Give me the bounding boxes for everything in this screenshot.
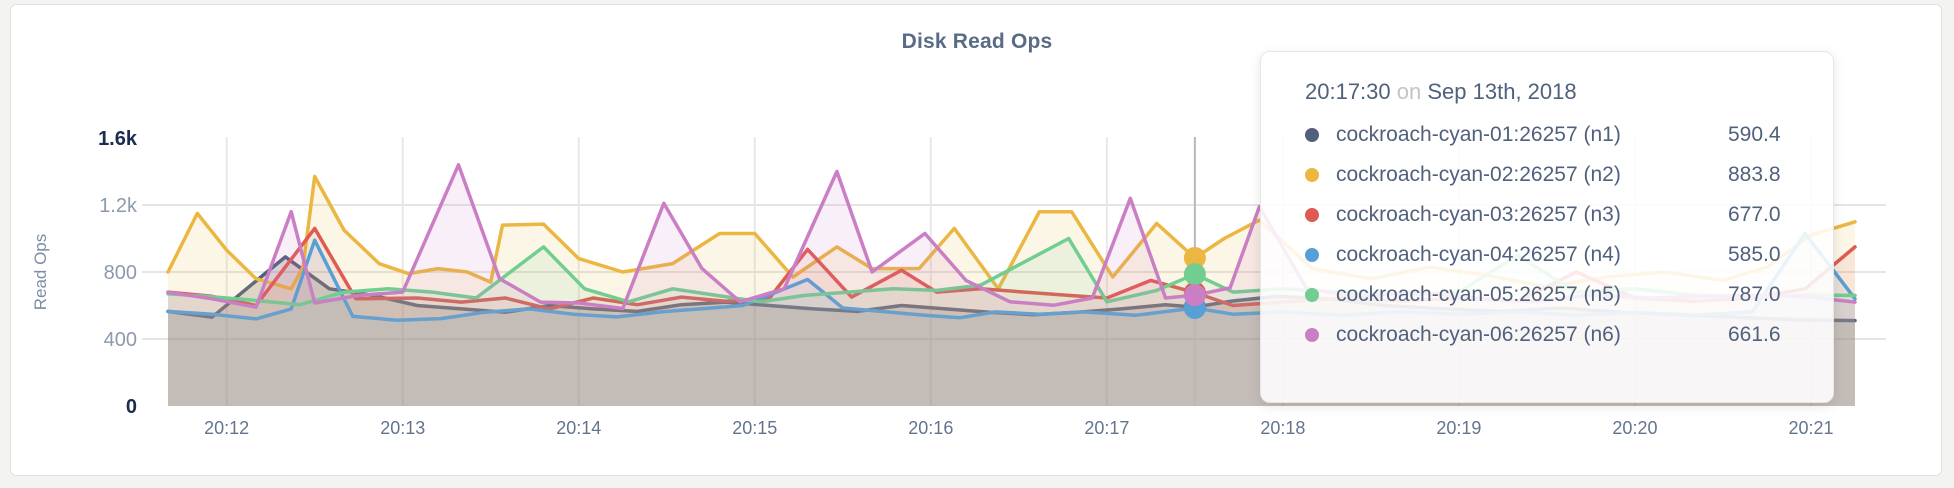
chart-tooltip: 20:17:30 on Sep 13th, 2018 cockroach-cya…	[1260, 51, 1834, 403]
tooltip-rows: cockroach-cyan-01:26257 (n1) 590.4 cockroa…	[1305, 115, 1809, 355]
x-tick-label: 20:21	[1788, 418, 1833, 438]
y-tick-label: 1.2k	[99, 195, 138, 217]
series-value: 883.8	[1728, 163, 1781, 186]
y-axis-title: Read Ops	[31, 234, 50, 311]
y-tick-label: 0	[126, 396, 137, 418]
series-value: 787.0	[1728, 283, 1781, 306]
hover-dot-n5	[1183, 263, 1206, 286]
series-value: 677.0	[1728, 203, 1781, 226]
tooltip-connector: on	[1396, 79, 1422, 104]
tooltip-row-n1: cockroach-cyan-01:26257 (n1) 590.4	[1305, 115, 1809, 155]
x-tick-label: 20:20	[1612, 418, 1657, 438]
series-name: cockroach-cyan-06:26257 (n6)	[1336, 323, 1621, 346]
tooltip-row-n2: cockroach-cyan-02:26257 (n2) 883.8	[1305, 155, 1809, 195]
tooltip-row-n6: cockroach-cyan-06:26257 (n6) 661.6	[1305, 315, 1809, 355]
x-tick-label: 20:13	[380, 418, 425, 438]
tooltip-time: 20:17:30	[1305, 79, 1391, 104]
series-name: cockroach-cyan-05:26257 (n5)	[1336, 283, 1621, 306]
tooltip-row-n4: cockroach-cyan-04:26257 (n4) 585.0	[1305, 235, 1809, 275]
series-name: cockroach-cyan-03:26257 (n3)	[1336, 203, 1621, 226]
series-color-dot-icon	[1305, 128, 1319, 142]
tooltip-header: 20:17:30 on Sep 13th, 2018	[1305, 79, 1809, 105]
x-tick-label: 20:12	[204, 418, 249, 438]
hover-dot-n6	[1183, 284, 1206, 307]
series-name: cockroach-cyan-01:26257 (n1)	[1336, 123, 1621, 146]
x-tick-label: 20:16	[908, 418, 953, 438]
tooltip-row-n3: cockroach-cyan-03:26257 (n3) 677.0	[1305, 195, 1809, 235]
y-tick-label: 800	[104, 262, 137, 284]
series-color-dot-icon	[1305, 208, 1319, 222]
tooltip-date: Sep 13th, 2018	[1427, 79, 1577, 104]
series-color-dot-icon	[1305, 328, 1319, 342]
series-name: cockroach-cyan-02:26257 (n2)	[1336, 163, 1621, 186]
y-tick-label: 400	[104, 329, 137, 351]
x-tick-label: 20:15	[732, 418, 777, 438]
x-tick-label: 20:14	[556, 418, 601, 438]
x-tick-label: 20:18	[1260, 418, 1305, 438]
y-tick-label: 1.6k	[98, 128, 138, 150]
x-tick-label: 20:17	[1084, 418, 1129, 438]
chart-title: Disk Read Ops	[901, 30, 1053, 53]
series-name: cockroach-cyan-04:26257 (n4)	[1336, 243, 1621, 266]
series-value: 585.0	[1728, 243, 1781, 266]
series-value: 590.4	[1728, 123, 1781, 146]
series-color-dot-icon	[1305, 288, 1319, 302]
x-tick-label: 20:19	[1436, 418, 1481, 438]
series-color-dot-icon	[1305, 168, 1319, 182]
tooltip-row-n5: cockroach-cyan-05:26257 (n5) 787.0	[1305, 275, 1809, 315]
series-value: 661.6	[1728, 323, 1781, 346]
series-color-dot-icon	[1305, 248, 1319, 262]
hover-dot-n2	[1183, 246, 1206, 269]
